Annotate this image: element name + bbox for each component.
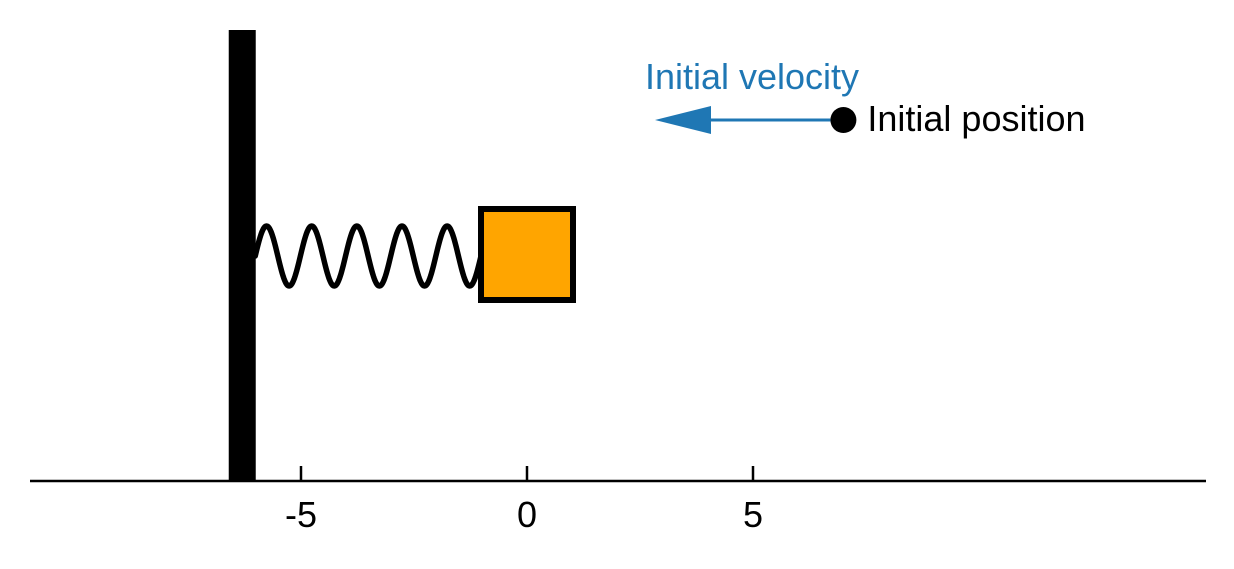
axis-tick-label: 5	[743, 494, 763, 535]
wall	[228, 30, 256, 481]
spring	[252, 223, 484, 289]
velocity-arrow-head	[655, 106, 711, 134]
initial-velocity-label: Initial velocity	[645, 56, 859, 97]
initial-position-marker	[830, 107, 857, 133]
initial-position-label: Initial position	[867, 98, 1085, 139]
mass-block	[478, 206, 576, 303]
axis-tick-label: -5	[285, 494, 317, 535]
axis-tick-label: 0	[517, 494, 537, 535]
axis-ticks: -5 0 5	[285, 466, 763, 535]
